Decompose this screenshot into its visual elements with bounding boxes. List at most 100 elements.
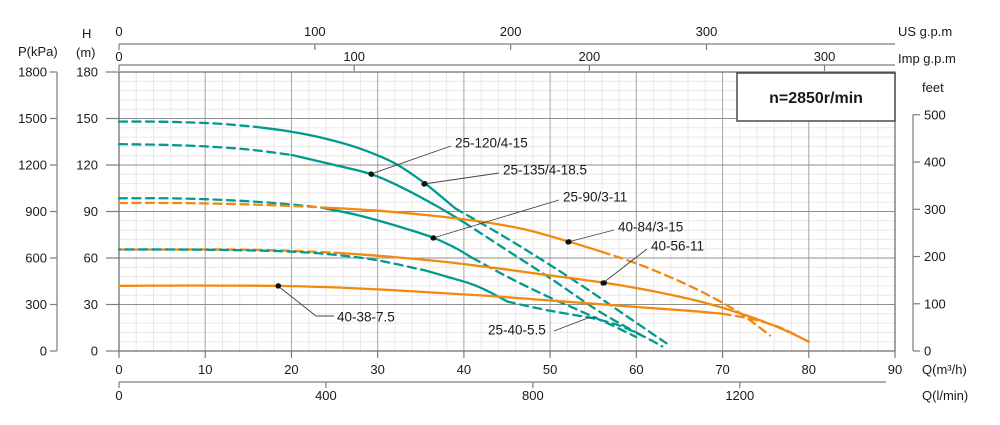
imp-gpm-tick-label: 100 bbox=[343, 49, 365, 64]
us-gpm-axis-title: US g.p.m bbox=[898, 24, 952, 39]
feet-axis-title: feet bbox=[922, 80, 944, 95]
q-m3h-tick-label: 0 bbox=[115, 362, 122, 377]
curve-label: 40-56-11 bbox=[651, 239, 704, 254]
q-m3h-tick-label: 40 bbox=[457, 362, 471, 377]
annotation-40-56-11: 40-56-11 bbox=[600, 239, 704, 286]
us-gpm-tick-label: 300 bbox=[696, 24, 718, 39]
annotation-25-135/4-18.5: 25-135/4-18.5 bbox=[421, 163, 587, 187]
curve-label: 25-90/3-11 bbox=[563, 190, 627, 205]
p-kpa-tick-label: 0 bbox=[40, 344, 47, 359]
curve-label: 25-135/4-18.5 bbox=[503, 163, 587, 178]
curve-25-120/4-15-solid bbox=[290, 153, 466, 224]
q-m3h-tick-label: 20 bbox=[284, 362, 298, 377]
annotation-dot bbox=[421, 181, 427, 187]
curve-40-38-7.5-dashed bbox=[721, 312, 800, 338]
q-m3h-tick-label: 80 bbox=[802, 362, 816, 377]
h-m-tick-label: 180 bbox=[76, 65, 98, 80]
curve-25-40-5.5-dashed bbox=[117, 248, 427, 272]
curve-group-40-38-7.5 bbox=[117, 283, 800, 338]
curve-25-120/4-15-dashed bbox=[462, 221, 647, 339]
us-gpm-tick-label: 200 bbox=[500, 24, 522, 39]
q-m3h-axis-title: Q(m³/h) bbox=[922, 362, 967, 377]
annotation-25-40-5.5: 25-40-5.5 bbox=[488, 316, 598, 338]
curve-25-90/3-11-solid bbox=[320, 206, 474, 260]
q-lmin-tick-label: 1200 bbox=[725, 388, 754, 403]
h-axis-unit: (m) bbox=[76, 45, 96, 60]
curve-40-84/3-15-dashed bbox=[117, 201, 328, 209]
feet-tick-label: 200 bbox=[924, 249, 946, 264]
q-m3h-tick-label: 10 bbox=[198, 362, 212, 377]
curves-layer bbox=[117, 120, 810, 348]
q-lmin-tick-label: 0 bbox=[115, 388, 122, 403]
p-kpa-tick-label: 300 bbox=[25, 297, 47, 312]
h-m-tick-label: 30 bbox=[84, 297, 98, 312]
annotation-leader bbox=[277, 285, 334, 317]
annotation-40-38-7.5: 40-38-7.5 bbox=[275, 283, 395, 325]
curve-25-40-5.5-solid bbox=[423, 269, 509, 303]
imp-gpm-tick-label: 200 bbox=[579, 49, 601, 64]
imp-gpm-tick-label: 300 bbox=[814, 49, 836, 64]
us-gpm-tick-label: 100 bbox=[304, 24, 326, 39]
curve-25-135/4-18.5-dashed bbox=[454, 207, 668, 345]
annotations-layer: 25-120/4-15 25-135/4-18.5 25-90/3-11 40-84/… bbox=[275, 136, 704, 338]
annotation-leader bbox=[370, 145, 452, 175]
feet-tick-label: 400 bbox=[924, 155, 946, 170]
speed-box-frame bbox=[736, 72, 896, 122]
curve-40-56-11-solid bbox=[333, 251, 810, 343]
p-kpa-tick-label: 1800 bbox=[18, 65, 47, 80]
q-m3h-tick-label: 70 bbox=[715, 362, 729, 377]
q-m3h-tick-label: 90 bbox=[888, 362, 902, 377]
p-kpa-tick-label: 900 bbox=[25, 204, 47, 219]
curve-group-25-40-5.5 bbox=[117, 248, 664, 348]
h-m-tick-label: 150 bbox=[76, 111, 98, 126]
q-lmin-tick-label: 400 bbox=[315, 388, 337, 403]
annotation-leader bbox=[602, 248, 648, 284]
h-m-tick-label: 120 bbox=[76, 158, 98, 173]
annotation-dot bbox=[430, 235, 436, 241]
h-axis-title: H bbox=[82, 26, 91, 41]
curve-25-135/4-18.5-solid bbox=[255, 125, 457, 210]
feet-tick-label: 300 bbox=[924, 202, 946, 217]
p-kpa-tick-label: 1200 bbox=[18, 158, 47, 173]
annotation-leader bbox=[553, 316, 598, 332]
p-kpa-axis-title: P(kPa) bbox=[18, 44, 58, 59]
q-lmin-tick-label: 800 bbox=[522, 388, 544, 403]
annotation-dot bbox=[600, 280, 606, 286]
annotation-leader bbox=[432, 199, 560, 239]
h-m-tick-label: 90 bbox=[84, 204, 98, 219]
curve-40-38-7.5-solid bbox=[117, 284, 724, 315]
speed-box-label: n=2850r/min bbox=[769, 90, 863, 107]
curve-label: 40-38-7.5 bbox=[337, 310, 395, 325]
annotation-leader bbox=[567, 229, 615, 243]
feet-tick-label: 500 bbox=[924, 107, 946, 122]
curve-label: 25-120/4-15 bbox=[455, 136, 528, 151]
curve-label: 25-40-5.5 bbox=[488, 323, 546, 338]
q-lmin-axis-title: Q(l/min) bbox=[922, 388, 968, 403]
annotation-25-90/3-11: 25-90/3-11 bbox=[430, 190, 627, 241]
h-m-tick-label: 60 bbox=[84, 251, 98, 266]
annotation-40-84/3-15: 40-84/3-15 bbox=[565, 220, 683, 245]
curve-25-120/4-15-dashed bbox=[117, 142, 293, 157]
feet-tick-label: 0 bbox=[924, 344, 931, 359]
curve-25-40-5.5-dashed bbox=[505, 300, 664, 348]
curve-25-90/3-11-dashed bbox=[117, 197, 323, 209]
annotation-dot bbox=[565, 239, 571, 245]
us-gpm-tick-label: 0 bbox=[115, 24, 122, 39]
q-m3h-tick-label: 30 bbox=[370, 362, 384, 377]
q-m3h-tick-label: 60 bbox=[629, 362, 643, 377]
imp-gpm-axis-title: Imp g.p.m bbox=[898, 51, 956, 66]
q-m3h-tick-label: 50 bbox=[543, 362, 557, 377]
annotation-25-120/4-15: 25-120/4-15 bbox=[368, 136, 528, 177]
h-m-tick-label: 0 bbox=[91, 344, 98, 359]
speed-box: n=2850r/min bbox=[736, 72, 896, 122]
annotation-dot bbox=[368, 171, 374, 177]
annotation-dot bbox=[275, 283, 281, 289]
feet-tick-label: 100 bbox=[924, 296, 946, 311]
annotation-leader bbox=[423, 172, 500, 185]
p-kpa-tick-label: 600 bbox=[25, 251, 47, 266]
imp-gpm-tick-label: 0 bbox=[115, 49, 122, 64]
curve-label: 40-84/3-15 bbox=[618, 220, 683, 235]
